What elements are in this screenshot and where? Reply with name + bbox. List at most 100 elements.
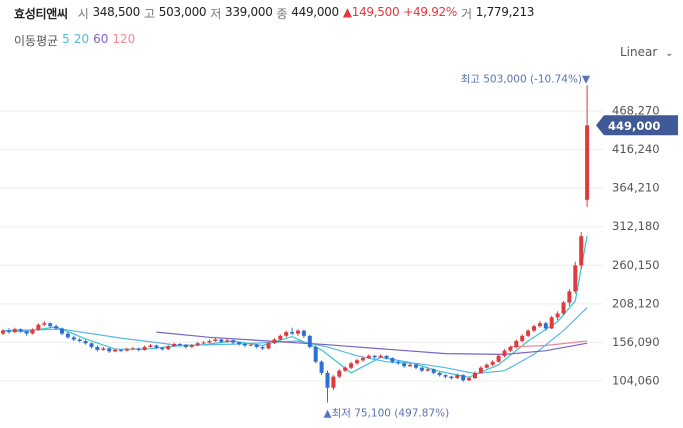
candle-body: [290, 332, 295, 334]
volume: 1,779,213: [475, 5, 535, 19]
candle-body: [148, 345, 153, 347]
candle-body: [579, 236, 584, 266]
candle-body: [520, 335, 525, 342]
candle-body: [124, 349, 129, 351]
candle-body: [478, 367, 483, 373]
candle-body: [231, 340, 236, 343]
candle-body: [284, 332, 289, 336]
candle-body: [526, 330, 531, 336]
candle-body: [119, 349, 123, 351]
candle-body: [36, 324, 41, 330]
candle-body: [6, 330, 11, 333]
candle-body: [384, 355, 389, 359]
candle-body: [473, 372, 477, 379]
candle-body: [166, 346, 171, 350]
candle-body: [307, 335, 312, 347]
candle-body: [130, 348, 135, 350]
candle-body: [537, 323, 542, 327]
candle-body: [178, 343, 182, 345]
y-tick-label: 260,150: [612, 258, 660, 272]
legend-entry: 60: [93, 32, 109, 46]
candle-body: [484, 364, 489, 368]
candle-body: [490, 361, 495, 365]
candle-body: [390, 358, 395, 362]
candle-body: [467, 378, 472, 381]
candle-body: [272, 339, 277, 344]
candle-body: [549, 317, 554, 329]
candle-body: [573, 265, 578, 292]
candle-body: [183, 344, 188, 347]
last-price-label: 449,000: [608, 119, 660, 133]
ma-line: [156, 331, 588, 356]
stock-name: 효성티앤씨: [14, 7, 68, 21]
y-tick-label: 156,090: [612, 335, 660, 349]
candle-body: [77, 339, 82, 342]
candle-body: [366, 355, 371, 359]
ma-line: [510, 340, 588, 348]
candle-body: [54, 326, 59, 329]
quote-label: 종: [276, 7, 288, 21]
candle-body: [113, 349, 118, 352]
candle-body: [48, 323, 53, 327]
candle-body: [425, 369, 430, 371]
candle-body: [455, 375, 460, 379]
scale-dropdown[interactable]: Linear ⌄: [620, 45, 674, 59]
candle-body: [555, 313, 560, 318]
candle-body: [266, 343, 271, 349]
candle-body: [189, 345, 194, 347]
candle-body: [42, 323, 47, 325]
legend-entry: 5: [62, 32, 70, 46]
candle-body: [496, 355, 501, 362]
candle-body: [136, 348, 141, 350]
candle-body: [12, 329, 17, 333]
candle-body: [437, 372, 442, 376]
candle-body: [225, 340, 230, 342]
y-tick-label: 312,180: [612, 219, 660, 233]
candle-body: [237, 342, 241, 344]
candle-body: [431, 369, 436, 373]
candle-body: [207, 341, 212, 343]
candle-body: [60, 328, 64, 334]
y-tick-label: 416,240: [612, 142, 660, 156]
candle-body: [95, 346, 100, 350]
volume-label: 거: [461, 7, 472, 21]
quote-label: 시: [77, 7, 89, 21]
candle-body: [372, 355, 377, 358]
candle-body: [313, 346, 318, 362]
candle-body: [89, 343, 94, 347]
candle-body: [585, 125, 590, 200]
candle-body: [508, 346, 513, 351]
candle-body: [325, 372, 330, 388]
low-note: ▲최저 75,100 (497.87%): [324, 407, 450, 419]
change: ▲149,500: [342, 5, 400, 19]
candle-body: [107, 348, 112, 352]
chevron[interactable]: ⌄: [665, 48, 674, 59]
quote-label: 고: [143, 7, 155, 21]
candle-body: [65, 333, 70, 338]
legend-title: 이동평균: [14, 34, 59, 48]
legend-entry: 20: [73, 32, 90, 46]
candle-body: [408, 364, 413, 367]
candle-body: [101, 348, 106, 350]
candle-body: [349, 363, 354, 368]
candle-body: [242, 343, 247, 346]
candle-body: [561, 302, 566, 314]
last-price-badge: [596, 115, 678, 136]
candle-body: [461, 375, 466, 381]
y-tick-label: 104,060: [612, 374, 660, 388]
candle-body: [543, 323, 548, 329]
ma-line: [2, 307, 588, 375]
candle-body: [514, 341, 519, 347]
candle-body: [414, 364, 418, 368]
candle-body: [83, 341, 88, 344]
ma-legend: 이동평균 5 20 60 120: [14, 32, 135, 49]
scale-mode[interactable]: Linear: [620, 45, 658, 59]
candle-body: [248, 344, 253, 346]
candle-body: [396, 361, 401, 364]
quote-value: 339,000: [225, 5, 273, 19]
quote-value: 449,000: [291, 5, 339, 19]
candle-body: [1, 330, 5, 334]
candle-body: [532, 326, 536, 331]
candle-body: [337, 370, 342, 377]
